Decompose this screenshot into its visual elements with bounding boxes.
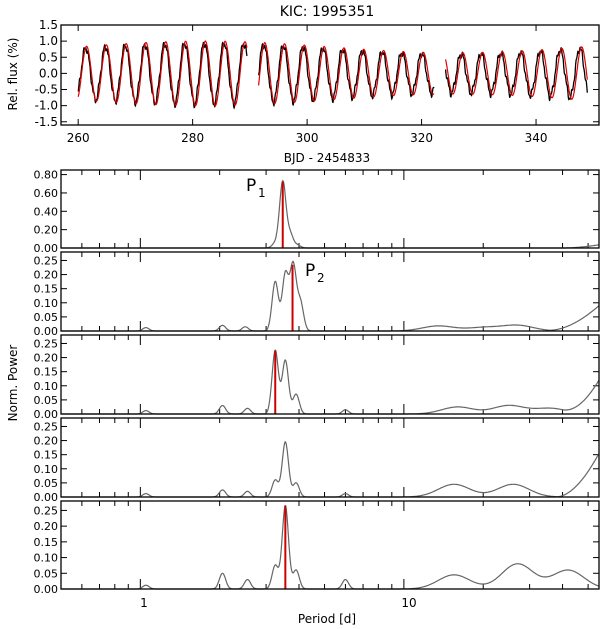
periodogram-y-tick-label: 0.00	[34, 408, 59, 421]
periodogram-y-tick-label: 0.10	[34, 463, 59, 476]
periodogram-y-tick-label: 0.40	[34, 205, 59, 218]
lightcurve-y-tick-label: 1.5	[39, 18, 58, 32]
periodogram-y-tick-label: 0.20	[34, 435, 59, 448]
lightcurve-x-tick-label: 260	[67, 131, 90, 145]
periodogram-power-line	[61, 505, 599, 590]
lightcurve-panel: KIC: 1995351 Rel. flux (%) BJD - 2454833…	[6, 4, 600, 165]
periodogram-xlabel: Period [d]	[298, 612, 356, 626]
lightcurve-title: KIC: 1995351	[280, 4, 375, 20]
periodogram-annotation-subscript: 2	[317, 271, 325, 285]
periodogram-y-tick-label: 0.00	[34, 242, 59, 255]
periodogram-frame	[60, 169, 600, 249]
periodogram-y-tick-label: 0.20	[34, 269, 59, 282]
lightcurve-y-tick-label: 0.0	[39, 66, 58, 80]
lightcurve-frame	[60, 24, 600, 126]
periodogram-frame	[60, 334, 600, 415]
lightcurve-data-line	[77, 41, 588, 110]
periodogram-ylabel: Norm. Power	[6, 345, 20, 422]
periodogram-y-tick-label: 0.00	[34, 325, 59, 338]
periodogram-frame	[60, 500, 600, 590]
periodogram-y-tick-label: 0.05	[34, 477, 59, 490]
periodogram-panels: Norm. Power Period [d] 1 10 0.00 0.20 0.40…	[6, 169, 600, 626]
periodogram-power-line	[61, 349, 600, 415]
lightcurve-y-tick-label: 1.0	[39, 34, 58, 48]
periodogram-panel: 0.000.050.100.150.20 0.25 P 2	[34, 251, 600, 338]
periodogram-annotation: P	[305, 261, 315, 281]
periodogram-y-tick-label: 0.10	[34, 297, 59, 310]
lightcurve-x-tick-label: 340	[525, 131, 548, 145]
periodogram-y-tick-label: 0.15	[34, 449, 59, 462]
periodogram-frame	[60, 251, 600, 332]
periodogram-panel: 0.00 0.20 0.40 0.60 0.80 P 1	[34, 169, 600, 255]
periodogram-annotation-subscript: 1	[258, 186, 266, 200]
periodogram-y-tick-label: 0.00	[34, 583, 59, 596]
periodogram-y-tick-label: 0.05	[34, 394, 59, 407]
periodogram-panel: 0.000.050.100.150.20 0.25	[34, 417, 600, 504]
periodogram-y-tick-label: 0.00	[34, 491, 59, 504]
periodogram-y-tick-label: 0.10	[34, 380, 59, 393]
periodogram-x-tick-label: 10	[401, 596, 416, 610]
periodogram-y-tick-label: 0.80	[34, 169, 59, 182]
periodogram-frame	[60, 417, 600, 498]
periodogram-y-tick-label: 0.15	[34, 283, 59, 296]
periodogram-y-tick-label: 0.60	[34, 187, 59, 200]
periodogram-power-line	[61, 441, 600, 498]
lightcurve-x-tick-label: 320	[410, 131, 433, 145]
lightcurve-model-line	[77, 40, 588, 107]
periodogram-annotation: P	[246, 176, 256, 196]
periodogram-y-tick-label: 0.05	[34, 311, 59, 324]
periodogram-y-tick-label: 0.15	[34, 366, 59, 379]
periodogram-y-tick-label: 0.20	[34, 352, 59, 365]
lightcurve-y-tick-label: -1.0	[35, 99, 58, 113]
lightcurve-y-tick-label: -1.5	[35, 115, 58, 129]
periodogram-power-line	[61, 260, 600, 332]
periodogram-y-tick-label: 0.05	[34, 567, 59, 580]
lightcurve-x-tick-label: 300	[296, 131, 319, 145]
periodogram-y-tick-label: 0.20	[34, 224, 59, 237]
lightcurve-y-tick-label: 0.5	[39, 50, 58, 64]
periodogram-y-tick-label: 0.10	[34, 552, 59, 565]
periodogram-content: 0.000.200.400.600.80P 10.000.050.100.150.…	[34, 169, 600, 596]
lightcurve-curves	[77, 40, 588, 110]
periodogram-panel: 0.00 0.05 0.10 0.15 0.20 0.25	[34, 500, 600, 596]
lightcurve-axes: 260 280 300 320 340 -1.5 -1.0 -0.5 0.0 0.5 1.0 1.5	[35, 18, 599, 145]
periodogram-y-tick-label: 0.25	[34, 504, 59, 517]
periodogram-y-tick-label: 0.15	[34, 536, 59, 549]
periodogram-power-line	[61, 179, 599, 249]
lightcurve-xlabel: BJD - 2454833	[284, 151, 370, 165]
lightcurve-ylabel: Rel. flux (%)	[6, 38, 20, 111]
periodogram-y-tick-label: 0.25	[34, 337, 59, 350]
lightcurve-y-tick-label: -0.5	[35, 83, 58, 97]
periodogram-x-tick-label: 1	[140, 596, 148, 610]
periodogram-y-tick-label: 0.20	[34, 520, 59, 533]
periodogram-y-tick-label: 0.25	[34, 420, 59, 433]
periodogram-y-tick-label: 0.25	[34, 254, 59, 267]
periodogram-panel: 0.000.050.100.150.20 0.25	[34, 334, 600, 421]
lightcurve-x-tick-label: 280	[181, 131, 204, 145]
